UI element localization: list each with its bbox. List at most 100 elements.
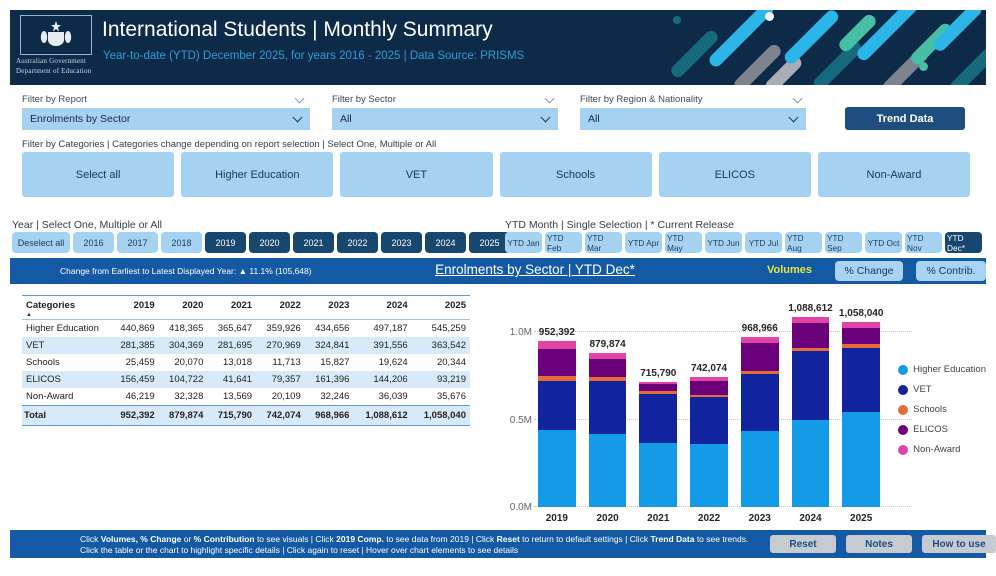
- month-button-ytd-jun[interactable]: YTD Jun: [705, 232, 742, 253]
- bar-segment-higher-education[interactable]: [690, 444, 728, 507]
- legend-item-non-award[interactable]: Non-Award: [898, 444, 986, 455]
- filter-report-collapse-chevron-icon[interactable]: [294, 93, 305, 104]
- category-button-non-award[interactable]: Non-Award: [817, 152, 971, 197]
- month-button-ytd-dec[interactable]: YTD Dec*: [945, 232, 982, 253]
- bar-segment-elicos[interactable]: [842, 328, 881, 345]
- bar-2023[interactable]: 968,966 2023: [740, 292, 779, 524]
- bar-segment-schools[interactable]: [639, 391, 678, 394]
- table-row-non-award[interactable]: Non-Award 46,219 32,328 13,569 20,109 32,246 3…: [22, 388, 470, 406]
- bar-segment-non-award[interactable]: [791, 316, 830, 323]
- bar-2019[interactable]: 952,392 2019: [538, 292, 576, 524]
- bar-segment-vet[interactable]: [791, 351, 830, 420]
- footer-button-how-to-use[interactable]: How to use: [922, 535, 996, 553]
- month-button-ytd-jan[interactable]: YTD Jan: [505, 232, 542, 253]
- legend-item-elicos[interactable]: ELICOS: [898, 424, 986, 435]
- bar-2022[interactable]: 742,074 2022: [690, 292, 728, 524]
- table-row-schools[interactable]: Schools 25,459 20,070 13,018 11,713 15,827 19,…: [22, 354, 470, 371]
- bar-segment-vet[interactable]: [588, 380, 627, 434]
- volumes-toggle[interactable]: Volumes: [767, 264, 813, 276]
- bar-segment-schools[interactable]: [740, 371, 779, 375]
- year-button-2024[interactable]: 2024: [425, 232, 466, 253]
- table-header-2025[interactable]: 2025: [411, 295, 470, 320]
- month-button-ytd-may[interactable]: YTD May: [665, 232, 702, 253]
- footer-button-reset[interactable]: Reset: [770, 535, 836, 553]
- bar-segment-schools[interactable]: [538, 376, 576, 381]
- table-header-2023[interactable]: 2023: [304, 295, 354, 320]
- bar-segment-non-award[interactable]: [690, 377, 728, 381]
- table-header-2019[interactable]: 2019: [110, 295, 159, 320]
- bar-segment-vet[interactable]: [538, 380, 576, 430]
- year-button-2025[interactable]: 2025: [469, 232, 510, 253]
- month-button-ytd-feb[interactable]: YTD Feb: [545, 232, 582, 253]
- bar-2021[interactable]: 715,790 2021: [639, 292, 678, 524]
- filter-sector-collapse-chevron-icon[interactable]: [544, 93, 555, 104]
- bar-segment-non-award[interactable]: [639, 381, 678, 385]
- year-button-2019[interactable]: 2019: [205, 232, 246, 253]
- bar-segment-vet[interactable]: [639, 393, 678, 444]
- bar-segment-schools[interactable]: [588, 377, 627, 381]
- bar-2025[interactable]: 1,058,040 2025: [839, 292, 884, 524]
- filter-sector-dropdown[interactable]: All: [332, 108, 558, 130]
- filter-region-collapse-chevron-icon[interactable]: [792, 93, 803, 104]
- legend-item-vet[interactable]: VET: [898, 384, 986, 395]
- bar-segment-schools[interactable]: [791, 348, 830, 352]
- month-button-ytd-aug[interactable]: YTD Aug: [785, 232, 822, 253]
- percent-contrib-button[interactable]: % Contrib.: [916, 261, 986, 281]
- footer-button-notes[interactable]: Notes: [846, 535, 912, 553]
- bar-segment-elicos[interactable]: [791, 322, 830, 349]
- year-button-2017[interactable]: 2017: [117, 232, 158, 253]
- month-button-ytd-apr[interactable]: YTD Apr: [625, 232, 662, 253]
- year-button-2021[interactable]: 2021: [293, 232, 334, 253]
- legend-item-higher-education[interactable]: Higher Education: [898, 364, 986, 375]
- bar-segment-non-award[interactable]: [842, 321, 881, 329]
- year-button-2016[interactable]: 2016: [73, 232, 114, 253]
- table-header-2021[interactable]: 2021: [207, 295, 257, 320]
- bar-2024[interactable]: 1,088,612 2024: [788, 292, 833, 525]
- filter-report-dropdown[interactable]: Enrolments by Sector: [22, 108, 310, 130]
- bar-segment-higher-education[interactable]: [538, 429, 576, 507]
- table-header-2024[interactable]: 2024: [353, 295, 412, 320]
- bar-segment-higher-education[interactable]: [842, 411, 881, 507]
- year-button-2020[interactable]: 2020: [249, 232, 290, 253]
- table-header-2022[interactable]: 2022: [256, 295, 305, 320]
- bar-segment-elicos[interactable]: [639, 384, 678, 392]
- filter-region-dropdown[interactable]: All: [580, 108, 806, 130]
- bar-2020[interactable]: 879,874 2020: [588, 292, 627, 524]
- bar-segment-elicos[interactable]: [740, 343, 779, 372]
- month-button-ytd-nov[interactable]: YTD Nov: [905, 232, 942, 253]
- table-row-elicos[interactable]: ELICOS 156,459 104,722 41,641 79,357 161,396 1…: [22, 371, 470, 388]
- bar-segment-non-award[interactable]: [538, 340, 576, 349]
- year-button-deselect-all[interactable]: Deselect all: [12, 232, 70, 253]
- bar-segment-schools[interactable]: [690, 394, 728, 397]
- bar-segment-vet[interactable]: [842, 347, 881, 412]
- bar-segment-elicos[interactable]: [588, 358, 627, 378]
- year-button-2023[interactable]: 2023: [381, 232, 422, 253]
- legend-item-schools[interactable]: Schools: [898, 404, 986, 415]
- month-button-ytd-jul[interactable]: YTD Jul: [745, 232, 782, 253]
- table-row-higher-education[interactable]: Higher Education 440,869 418,365 365,647 359…: [22, 320, 470, 338]
- year-button-2022[interactable]: 2022: [337, 232, 378, 253]
- table-header-categories[interactable]: Categories ▲: [22, 295, 110, 320]
- month-button-ytd-sep[interactable]: YTD Sep: [825, 232, 862, 253]
- bar-segment-non-award[interactable]: [740, 337, 779, 344]
- category-button-higher-education[interactable]: Higher Education: [181, 152, 334, 197]
- bar-segment-elicos[interactable]: [538, 348, 576, 377]
- bar-segment-higher-education[interactable]: [639, 443, 678, 507]
- category-button-elicos[interactable]: ELICOS: [658, 152, 811, 197]
- month-button-ytd-oct[interactable]: YTD Oct: [865, 232, 902, 253]
- month-button-ytd-mar[interactable]: YTD Mar: [585, 232, 622, 253]
- bar-segment-higher-education[interactable]: [791, 420, 830, 507]
- category-button-schools[interactable]: Schools: [499, 152, 652, 197]
- bar-segment-higher-education[interactable]: [588, 433, 627, 507]
- bar-segment-schools[interactable]: [842, 344, 881, 348]
- table-row-vet[interactable]: VET 281,385 304,369 281,695 270,969 324,841 39…: [22, 337, 470, 354]
- category-button-select-all[interactable]: Select all: [22, 152, 175, 197]
- bar-segment-higher-education[interactable]: [740, 430, 779, 507]
- table-header-2020[interactable]: 2020: [158, 295, 208, 320]
- percent-change-button[interactable]: % Change: [835, 261, 903, 281]
- year-button-2018[interactable]: 2018: [161, 232, 202, 253]
- bar-segment-vet[interactable]: [740, 374, 779, 431]
- bar-segment-non-award[interactable]: [588, 353, 627, 359]
- bar-segment-elicos[interactable]: [690, 380, 728, 395]
- trend-data-button[interactable]: Trend Data: [845, 107, 965, 130]
